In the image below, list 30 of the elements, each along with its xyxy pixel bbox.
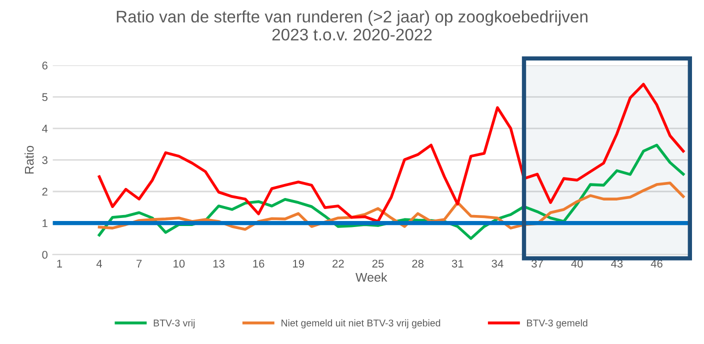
x-tick-label: 7 — [136, 260, 142, 268]
x-tick-label: 22 — [332, 260, 344, 268]
y-tick-label: 1 — [42, 219, 48, 228]
x-tick-label: 1 — [57, 260, 62, 268]
y-tick-label: 5 — [42, 93, 48, 102]
x-axis-title: Week — [356, 272, 388, 282]
x-tick-label: 16 — [253, 260, 264, 268]
chart-title: Ratio van de sterfte van runderen (>2 jaar) op zoogkoebedrijven 2023 t.o.v. 2020-2022 — [116, 10, 588, 41]
x-tick-label: 34 — [492, 260, 504, 268]
legend-label: BTV-3 gemeld — [527, 319, 588, 328]
line-series — [98, 82, 685, 223]
x-tick-label: 28 — [412, 260, 424, 268]
y-tick-label: 4 — [42, 124, 48, 132]
x-tick-label: 25 — [372, 260, 384, 268]
legend-label: BTV-3 vrij — [154, 319, 195, 328]
y-tick-label: 2 — [42, 188, 48, 196]
legend-label: Niet gemeld uit niet BTV-3 vrij gebied — [282, 319, 440, 328]
x-tick-label: 19 — [293, 260, 304, 268]
x-tick-label: 40 — [571, 260, 583, 268]
x-tick-label: 43 — [610, 260, 623, 268]
x-tick-label: 4 — [96, 260, 102, 268]
y-tick-label: 3 — [42, 156, 48, 164]
x-tick-label: 37 — [532, 260, 543, 268]
x-tick-label: 31 — [452, 260, 464, 268]
x-tick-label: 46 — [650, 260, 662, 268]
y-axis-title: Ratio — [24, 146, 34, 174]
x-tick-label: 10 — [174, 260, 185, 268]
x-tick-label: 13 — [213, 260, 224, 268]
y-tick-label: 6 — [42, 62, 48, 70]
y-tick-label: 0 — [42, 250, 48, 259]
